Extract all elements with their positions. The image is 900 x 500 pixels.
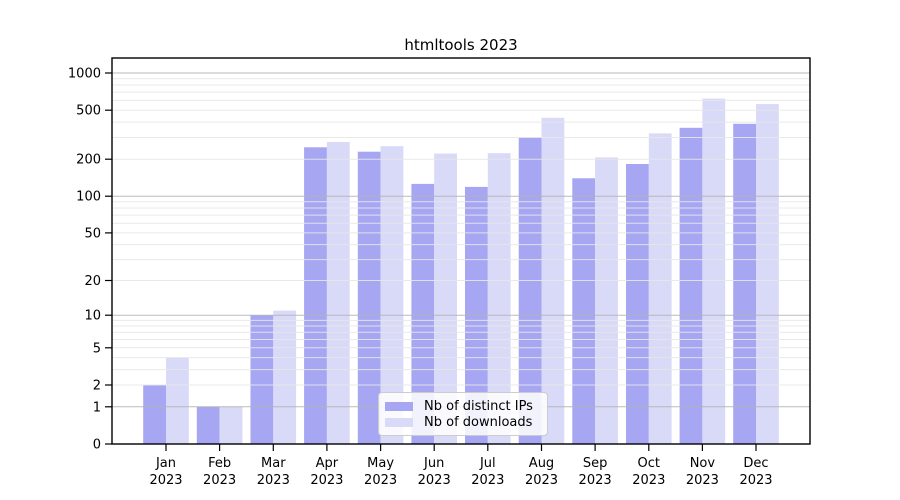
- bar-distinct-ips-mar: [250, 315, 274, 444]
- bar-downloads-sep: [595, 157, 618, 444]
- bar-distinct-ips-may: [357, 151, 381, 444]
- bar-distinct-ips-dec: [733, 123, 756, 445]
- bar-distinct-ips-sep: [572, 178, 596, 445]
- bar-downloads-jan: [166, 357, 189, 444]
- x-tick-label-year: 2023: [525, 473, 558, 488]
- x-tick-label-month: Aug: [529, 456, 554, 471]
- x-tick-label-month: Jul: [479, 456, 496, 471]
- bar-distinct-ips-jun: [411, 183, 435, 444]
- legend-label-distinct-ips: Nb of distinct IPs: [424, 398, 533, 414]
- y-tick-label: 5: [93, 341, 101, 356]
- bar-downloads-nov: [702, 98, 726, 444]
- x-tick-label-year: 2023: [364, 473, 397, 488]
- x-tick-label-year: 2023: [257, 473, 290, 488]
- x-tick-label-month: Mar: [261, 456, 286, 471]
- x-tick-label-month: Oct: [638, 456, 660, 471]
- y-tick-label: 20: [84, 274, 101, 289]
- legend-item-distinct-ips: Nb of distinct IPs: [385, 398, 539, 415]
- x-tick-label-month: Feb: [208, 456, 231, 471]
- x-tick-label-year: 2023: [739, 473, 772, 488]
- y-tick-label: 1: [93, 400, 101, 415]
- x-tick-label-year: 2023: [632, 473, 665, 488]
- x-tick-label-year: 2023: [149, 473, 182, 488]
- bar-distinct-ips-oct: [626, 164, 649, 444]
- bar-distinct-ips-apr: [304, 147, 327, 445]
- legend-swatch-distinct-ips: [385, 401, 413, 411]
- chart-title: htmltools 2023: [404, 36, 518, 54]
- x-tick-label-month: Jun: [423, 456, 444, 471]
- y-tick-label: 50: [84, 226, 101, 241]
- bar-downloads-oct: [648, 133, 672, 444]
- x-tick-label-month: Apr: [316, 456, 339, 471]
- x-tick-label-month: May: [367, 456, 394, 471]
- bar-downloads-dec: [756, 104, 779, 444]
- legend: Nb of distinct IPs Nb of downloads: [378, 392, 548, 436]
- bar-downloads-jul: [487, 153, 511, 444]
- bar-distinct-ips-feb: [196, 406, 220, 444]
- bar-distinct-ips-aug: [518, 137, 542, 444]
- y-tick-label: 100: [76, 190, 101, 205]
- bar-downloads-apr: [326, 142, 350, 444]
- legend-label-downloads: Nb of downloads: [424, 415, 533, 431]
- x-tick-label-year: 2023: [310, 473, 343, 488]
- y-tick-label: 10: [84, 309, 101, 324]
- bar-distinct-ips-nov: [679, 127, 703, 445]
- y-tick-label: 0: [93, 438, 101, 453]
- x-tick-label-year: 2023: [471, 473, 504, 488]
- x-tick-label-year: 2023: [686, 473, 719, 488]
- x-tick-label-year: 2023: [579, 473, 612, 488]
- x-tick-label-year: 2023: [418, 473, 451, 488]
- bar-distinct-ips-jan: [143, 385, 166, 444]
- y-tick-label: 200: [76, 153, 101, 168]
- legend-swatch-downloads: [385, 418, 413, 428]
- x-tick-label-month: Dec: [743, 456, 768, 471]
- bar-downloads-mar: [273, 310, 297, 444]
- legend-item-downloads: Nb of downloads: [385, 415, 539, 432]
- x-tick-label-month: Jan: [155, 456, 176, 471]
- axes-box: [111, 57, 811, 445]
- bar-downloads-jun: [434, 153, 457, 444]
- y-tick-label: 1000: [68, 67, 101, 82]
- x-tick-label-month: Nov: [690, 456, 716, 471]
- x-tick-label-month: Sep: [583, 456, 608, 471]
- y-tick-label: 2: [93, 379, 101, 394]
- x-tick-label-year: 2023: [203, 473, 236, 488]
- y-tick-label: 500: [76, 104, 101, 119]
- bar-downloads-feb: [219, 406, 243, 444]
